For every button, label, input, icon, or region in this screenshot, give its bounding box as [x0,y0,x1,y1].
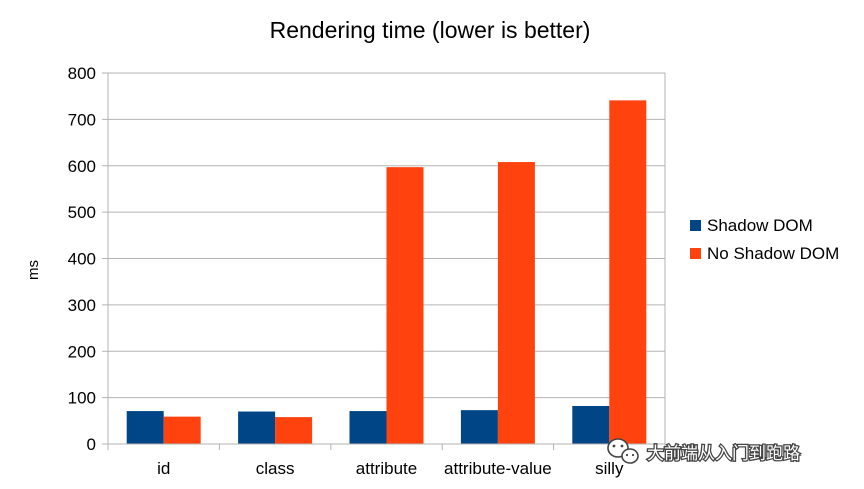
y-tick-label: 0 [87,435,96,454]
watermark-text: 大前端从入门到跑路 [647,444,800,464]
bar-no-shadow-dom-id [163,416,201,444]
bar-no-shadow-dom-attribute [386,167,424,445]
chart-title: Rendering time (lower is better) [270,17,591,43]
bar-shadow-dom-attribute [349,411,387,444]
bar-no-shadow-dom-attribute-value [497,162,535,445]
legend-label: Shadow DOM [707,216,813,235]
axes: 0 100 200 300 400 500 600 700 800 id class attribut… [68,64,666,478]
y-tick-label: 100 [68,389,96,408]
bar-shadow-dom-attribute-value [460,410,498,444]
y-tick-label: 500 [68,203,96,222]
y-tick-label: 800 [68,64,96,83]
y-axis-label: ms [25,260,42,280]
x-tick-label: class [256,459,295,478]
bar-shadow-dom-silly [572,405,610,444]
y-tick-label: 200 [68,342,96,361]
y-tick-label: 600 [68,157,96,176]
bar-no-shadow-dom-class [275,417,313,444]
legend-label: No Shadow DOM [707,244,839,263]
bar-shadow-dom-id [126,411,164,444]
x-tick-label: silly [595,459,624,478]
bar-shadow-dom-class [238,411,276,444]
y-tick-label: 400 [68,250,96,269]
y-tick-label: 700 [68,110,96,129]
legend-swatch [690,248,701,259]
y-tick-label: 300 [68,296,96,315]
legend: Shadow DOM No Shadow DOM [690,216,839,263]
x-tick-label: attribute [356,459,417,478]
legend-swatch [690,220,701,231]
bar-no-shadow-dom-silly [609,100,647,444]
watermark: 大前端从入门到跑路 [607,438,801,465]
wechat-icon [607,438,639,464]
bars [126,100,647,445]
x-tick-label: attribute-value [444,459,552,478]
x-tick-label: id [157,459,170,478]
